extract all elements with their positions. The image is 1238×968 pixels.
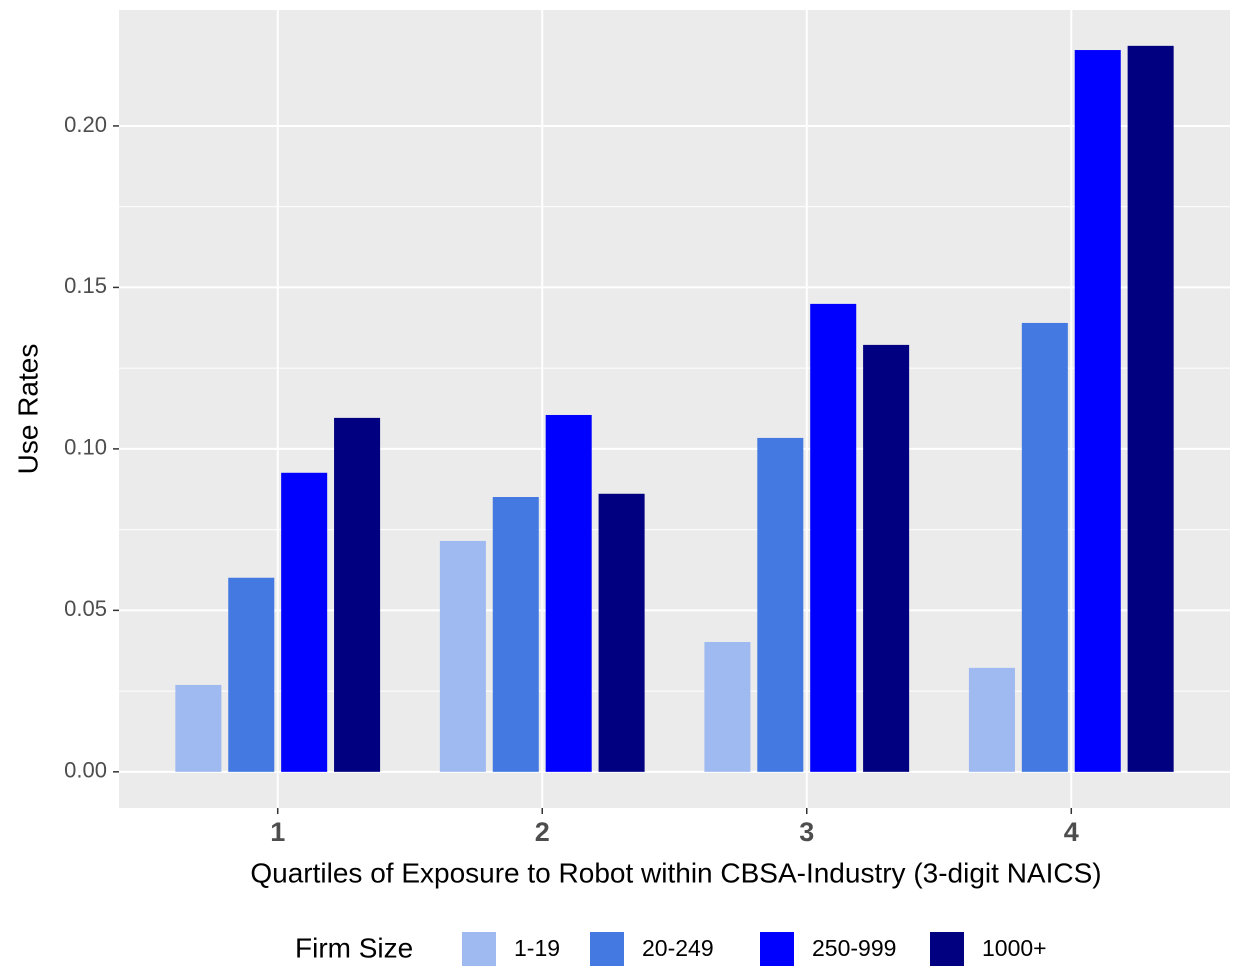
bar — [545, 414, 592, 772]
bar — [228, 577, 275, 772]
bar — [863, 344, 910, 772]
y-tick-label: 0.15 — [64, 273, 107, 298]
bar — [175, 684, 222, 772]
y-tick-label: 0.10 — [64, 435, 107, 460]
bar — [334, 417, 381, 772]
legend-label: 20-249 — [642, 935, 714, 961]
bar — [704, 642, 751, 772]
bar — [281, 472, 328, 772]
legend-title: Firm Size — [295, 932, 413, 963]
legend-label: 1000+ — [982, 935, 1047, 961]
legend-label: 1-19 — [514, 935, 560, 961]
legend-label: 250-999 — [812, 935, 896, 961]
bar — [1127, 45, 1174, 772]
bar — [1074, 50, 1121, 772]
bar — [968, 667, 1015, 772]
x-axis-title: Quartiles of Exposure to Robot within CB… — [250, 857, 1101, 888]
y-axis-title: Use Rates — [12, 344, 43, 475]
bar — [492, 497, 539, 772]
legend-key — [930, 932, 964, 966]
bar — [598, 493, 645, 772]
bar — [810, 303, 857, 772]
legend-key — [462, 932, 496, 966]
bar — [1021, 322, 1068, 772]
x-tick-label: 1 — [270, 817, 285, 847]
x-tick-label: 2 — [535, 817, 550, 847]
bar — [439, 540, 486, 772]
x-tick-label: 4 — [1064, 817, 1079, 847]
y-tick-label: 0.20 — [64, 112, 107, 137]
bar — [757, 437, 804, 772]
legend-key — [760, 932, 794, 966]
y-tick-label: 0.05 — [64, 596, 107, 621]
x-tick-label: 3 — [799, 817, 814, 847]
y-tick-label: 0.00 — [64, 758, 107, 783]
legend-key — [590, 932, 624, 966]
